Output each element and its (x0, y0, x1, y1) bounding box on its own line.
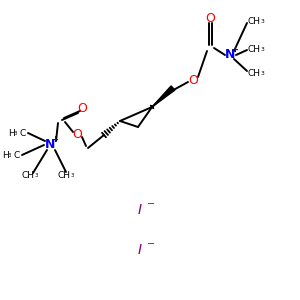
Text: +: + (232, 46, 238, 55)
Text: I: I (138, 203, 142, 217)
Text: C: C (20, 128, 26, 137)
Text: H: H (2, 151, 9, 160)
Text: N: N (225, 49, 235, 62)
Text: H: H (8, 128, 15, 137)
Text: $_3$: $_3$ (13, 128, 18, 137)
Polygon shape (150, 105, 154, 109)
Text: $_3$: $_3$ (260, 46, 266, 55)
Text: O: O (205, 11, 215, 25)
Text: $_3$: $_3$ (7, 151, 12, 160)
Text: $_3$: $_3$ (34, 170, 39, 179)
Text: I: I (138, 243, 142, 257)
Text: C: C (14, 151, 20, 160)
Text: CH: CH (248, 68, 261, 77)
Text: −: − (147, 239, 155, 249)
Text: $_3$: $_3$ (70, 170, 75, 179)
Text: O: O (77, 101, 87, 115)
Polygon shape (152, 86, 175, 107)
Text: $_3$: $_3$ (260, 17, 266, 26)
Text: O: O (188, 74, 198, 86)
Text: −: − (147, 199, 155, 209)
Text: CH: CH (58, 170, 71, 179)
Text: O: O (72, 128, 82, 142)
Text: CH: CH (248, 17, 261, 26)
Text: N: N (45, 139, 55, 152)
Text: +: + (52, 136, 58, 145)
Text: CH: CH (22, 170, 35, 179)
Text: CH: CH (248, 46, 261, 55)
Text: $_3$: $_3$ (260, 68, 266, 77)
